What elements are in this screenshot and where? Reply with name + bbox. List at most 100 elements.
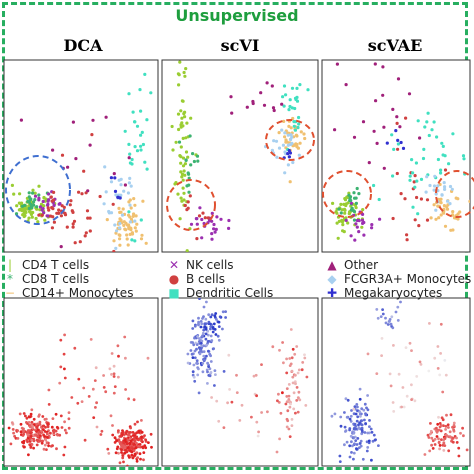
data-point (127, 156, 131, 160)
data-point (52, 431, 56, 434)
data-point (199, 325, 203, 329)
data-point (355, 403, 359, 406)
data-point (118, 217, 122, 221)
data-point (72, 219, 77, 223)
data-point (230, 111, 234, 115)
data-point (35, 430, 38, 433)
data-point (295, 399, 299, 402)
data-point (139, 218, 143, 222)
data-point (71, 225, 75, 229)
data-point (405, 233, 409, 237)
data-point (135, 435, 139, 439)
data-point (21, 434, 25, 437)
data-point (170, 124, 174, 129)
data-point (404, 116, 408, 120)
data-point (362, 220, 366, 225)
data-point (391, 216, 395, 221)
data-point (292, 407, 296, 411)
data-point (363, 402, 367, 406)
data-point (144, 241, 148, 245)
data-point (346, 221, 350, 225)
data-point (405, 394, 409, 398)
data-point (437, 428, 441, 432)
data-point (300, 368, 304, 372)
data-point (360, 426, 364, 430)
data-point (439, 352, 442, 355)
data-point (138, 88, 142, 92)
data-point (410, 398, 413, 401)
data-point (334, 210, 338, 214)
data-point (30, 420, 34, 424)
data-point (419, 177, 424, 181)
data-point (47, 403, 51, 406)
data-point (30, 438, 34, 442)
data-point (58, 381, 62, 385)
data-point (195, 343, 199, 346)
data-point (294, 382, 297, 386)
data-point (178, 217, 182, 221)
data-point (209, 334, 213, 338)
data-point (54, 412, 58, 416)
data-point (104, 115, 108, 119)
data-point (445, 207, 450, 211)
data-point (146, 356, 150, 360)
data-point (188, 194, 192, 198)
data-point (127, 397, 130, 401)
data-point (290, 369, 294, 373)
data-point (197, 391, 201, 395)
data-point (126, 191, 130, 195)
data-point (216, 334, 220, 338)
data-point (303, 136, 307, 141)
data-point (355, 443, 359, 446)
data-point (140, 435, 144, 439)
data-point (129, 431, 132, 434)
data-point (293, 106, 297, 111)
data-point (213, 369, 217, 372)
data-point (116, 344, 120, 348)
data-point (112, 364, 116, 368)
legend-item: ▲ Other (326, 258, 378, 272)
points-group (331, 62, 470, 242)
data-point (218, 315, 222, 319)
data-point (73, 241, 77, 245)
data-point (429, 429, 433, 433)
data-point (354, 222, 358, 226)
data-point (177, 127, 181, 132)
data-point (399, 140, 403, 145)
data-point (432, 120, 436, 124)
panel-frame (161, 59, 319, 253)
data-point (42, 211, 46, 215)
data-point (348, 417, 352, 421)
data-point (121, 207, 125, 211)
data-point (191, 152, 195, 156)
data-point (422, 147, 426, 151)
data-point (417, 224, 421, 228)
data-point (26, 199, 30, 204)
data-point (108, 367, 112, 371)
data-point (120, 448, 123, 452)
data-point (198, 206, 202, 210)
data-point (450, 187, 454, 191)
data-point (47, 444, 50, 448)
data-point (207, 365, 211, 368)
data-point (451, 213, 455, 217)
data-point (410, 349, 413, 352)
data-point (396, 319, 400, 322)
data-point (199, 349, 203, 353)
data-point (77, 377, 81, 381)
legend-marker-icon: ▲ (327, 258, 337, 272)
data-point (18, 412, 22, 416)
data-point (413, 218, 417, 222)
data-point (50, 425, 54, 429)
data-point (361, 208, 365, 212)
data-point (123, 183, 127, 187)
data-point (423, 453, 427, 456)
legend: | CD4 T cells * CD8 T cells − CD14+ Monocytes… (0, 258, 474, 300)
data-point (283, 150, 287, 154)
data-point (131, 214, 135, 218)
data-point (404, 346, 408, 349)
data-point (122, 220, 126, 224)
data-point (212, 227, 216, 231)
data-point (345, 415, 349, 419)
data-point (286, 163, 290, 167)
